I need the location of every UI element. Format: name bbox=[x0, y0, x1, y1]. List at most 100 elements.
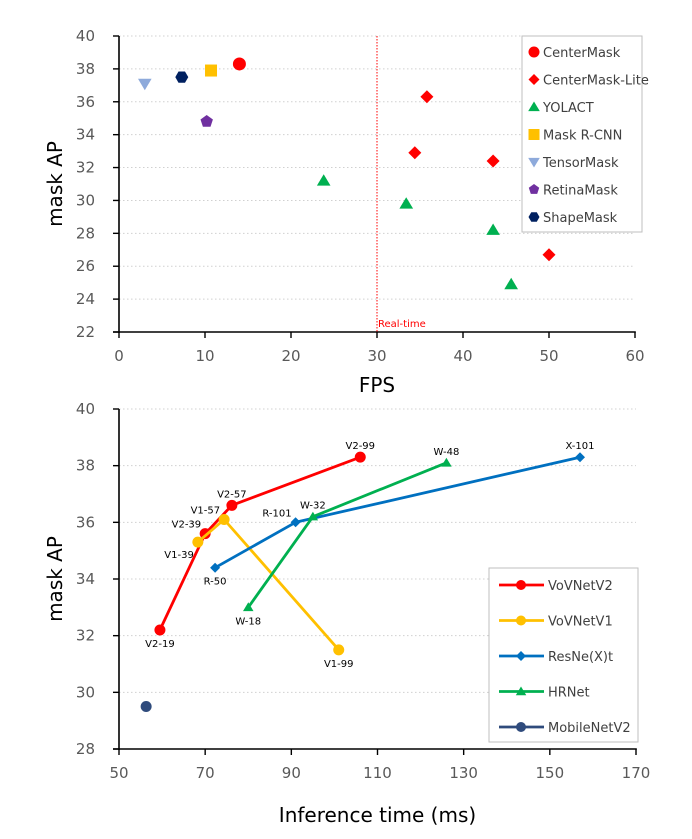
data-point-vovnetv2 bbox=[226, 499, 238, 511]
top-chart-x-tick-label: 20 bbox=[281, 347, 300, 365]
bottom-chart-y-tick-label: 30 bbox=[76, 683, 95, 701]
fps-vs-mask-ap-chart: 22 24 26 28 30 32 34 36 38 40 0 10 20 30 40 50 60 FPS mask… bbox=[43, 27, 649, 397]
data-point-yolact bbox=[504, 277, 518, 290]
top-chart-y-axis-title: mask AP bbox=[43, 141, 67, 227]
legend-marker-resne-x-t-icon bbox=[516, 651, 526, 661]
legend-label: ResNe(X)t bbox=[548, 650, 613, 665]
bottom-chart-y-tick-label: 32 bbox=[76, 627, 95, 645]
legend-item-mobilenetv2: MobileNetV2 bbox=[499, 721, 631, 736]
legend-label: VoVNetV2 bbox=[548, 579, 613, 594]
legend-label: ShapeMask bbox=[543, 211, 618, 226]
legend-label: CenterMask-Lite bbox=[543, 74, 649, 89]
data-label: X-101 bbox=[565, 441, 594, 452]
data-point-centermask-lite bbox=[542, 248, 556, 262]
legend-marker-shapemask-icon bbox=[528, 212, 540, 222]
data-point-shapemask bbox=[175, 71, 189, 83]
data-point-vovnetv2 bbox=[354, 451, 366, 463]
series-tensormask bbox=[138, 78, 152, 91]
legend-marker-retinamask-icon bbox=[528, 184, 540, 194]
bottom-chart-x-tick-label: 130 bbox=[449, 764, 478, 782]
top-chart-x-tick-label: 10 bbox=[195, 347, 214, 365]
data-point-resne-x-t bbox=[575, 452, 585, 463]
legend-item-resne-x-t: ResNe(X)t bbox=[499, 650, 613, 665]
legend-marker-hrnet-icon bbox=[515, 686, 527, 696]
series-mobilenetv2 bbox=[140, 701, 152, 712]
bottom-chart-y-tick-label: 38 bbox=[76, 457, 95, 475]
bottom-chart-y-tick-label: 36 bbox=[76, 513, 95, 531]
top-chart-x-tick-label: 0 bbox=[114, 347, 124, 365]
bottom-chart-y-tick-label: 34 bbox=[76, 570, 95, 588]
legend-label: HRNet bbox=[548, 686, 590, 701]
legend-label: CenterMask bbox=[543, 46, 621, 61]
top-chart-x-tick-label: 30 bbox=[367, 347, 386, 365]
legend-label: VoVNetV1 bbox=[548, 615, 613, 630]
series-mask-r-cnn bbox=[205, 64, 218, 77]
bottom-chart-x-axis-title: Inference time (ms) bbox=[279, 803, 476, 827]
bottom-chart-y-tick-label: 40 bbox=[76, 400, 95, 418]
data-label: W-18 bbox=[235, 616, 261, 627]
legend-marker-centermask-icon bbox=[528, 46, 540, 58]
top-chart-x-tick-label: 50 bbox=[539, 347, 558, 365]
bottom-chart-x-tick-label: 70 bbox=[196, 764, 215, 782]
legend-marker-mobilenetv2-icon bbox=[516, 722, 526, 732]
data-label: V2-19 bbox=[145, 639, 175, 650]
top-chart-y-tick-label: 30 bbox=[76, 191, 95, 209]
bottom-chart-x-tick-label: 50 bbox=[109, 764, 128, 782]
data-point-hrnet bbox=[441, 457, 452, 467]
legend-item-hrnet: HRNet bbox=[499, 686, 590, 701]
bottom-chart-x-tick-label: 150 bbox=[536, 764, 565, 782]
data-point-centermask-lite bbox=[420, 90, 434, 104]
top-chart-y-tick-label: 38 bbox=[76, 60, 95, 78]
top-chart-y-tick-label: 26 bbox=[76, 257, 95, 275]
legend-label: TensorMask bbox=[542, 156, 619, 171]
data-point-vovnetv1 bbox=[192, 536, 204, 548]
data-point-vovnetv2 bbox=[154, 624, 166, 636]
legend-label: MobileNetV2 bbox=[548, 721, 631, 736]
bottom-chart-x-tick-label: 110 bbox=[363, 764, 392, 782]
data-point-resne-x-t bbox=[290, 517, 301, 528]
top-chart-y-tick-label: 28 bbox=[76, 224, 95, 242]
data-label: W-32 bbox=[300, 501, 326, 512]
top-chart-y-tick-label: 24 bbox=[76, 290, 95, 308]
top-chart-x-tick-label: 60 bbox=[625, 347, 644, 365]
legend-item-retinamask: RetinaMask bbox=[528, 184, 618, 199]
data-point-resne-x-t bbox=[210, 562, 221, 573]
legend-marker-vovnetv2-icon bbox=[516, 580, 526, 590]
series-hrnet: W-18 W-32 W-48 bbox=[235, 447, 459, 627]
top-chart-x-axis-title: FPS bbox=[359, 373, 395, 397]
data-label: R-101 bbox=[262, 508, 291, 519]
data-label: V1-99 bbox=[324, 659, 354, 670]
series-yolact bbox=[316, 174, 518, 290]
bottom-chart-x-tick-label: 170 bbox=[622, 764, 651, 782]
data-point-centermask bbox=[232, 57, 246, 71]
top-chart-x-tick-label: 40 bbox=[453, 347, 472, 365]
series-shapemask bbox=[175, 71, 189, 83]
legend-item-centermask: CenterMask bbox=[528, 46, 621, 61]
legend-label: YOLACT bbox=[542, 101, 594, 116]
legend-marker-centermask-lite-icon bbox=[528, 74, 540, 85]
top-chart-y-tick-label: 32 bbox=[76, 159, 95, 177]
top-chart-y-tick-label: 34 bbox=[76, 126, 95, 144]
data-label: V1-57 bbox=[191, 506, 221, 517]
bottom-chart-x-tick-label: 90 bbox=[282, 764, 301, 782]
legend-marker-yolact-icon bbox=[528, 101, 540, 112]
data-label: R-50 bbox=[204, 577, 227, 588]
data-label: V2-57 bbox=[217, 489, 247, 500]
data-label: V1-39 bbox=[164, 550, 194, 561]
top-chart-y-tick-label: 36 bbox=[76, 93, 95, 111]
data-point-yolact bbox=[486, 223, 500, 235]
data-point-hrnet bbox=[243, 602, 254, 612]
legend-item-vovnetv2: VoVNetV2 bbox=[499, 579, 613, 594]
legend-label: RetinaMask bbox=[543, 184, 618, 199]
data-point-retinamask bbox=[200, 115, 213, 127]
data-point-vovnetv1 bbox=[218, 514, 230, 525]
data-point-vovnetv1 bbox=[333, 644, 345, 656]
legend-item-shapemask: ShapeMask bbox=[528, 211, 618, 226]
series-centermask bbox=[232, 57, 246, 71]
data-point-mobilenetv2 bbox=[140, 701, 152, 712]
inference-time-vs-mask-ap-chart: 28 30 32 34 36 38 40 50 70 90 110 130 150 170 Inferenc… bbox=[43, 400, 650, 827]
top-legend: CenterMask CenterMask-Lite YOLACT Mask R-CN… bbox=[521, 35, 649, 233]
data-label: W-48 bbox=[434, 447, 460, 458]
data-point-yolact bbox=[399, 197, 414, 209]
